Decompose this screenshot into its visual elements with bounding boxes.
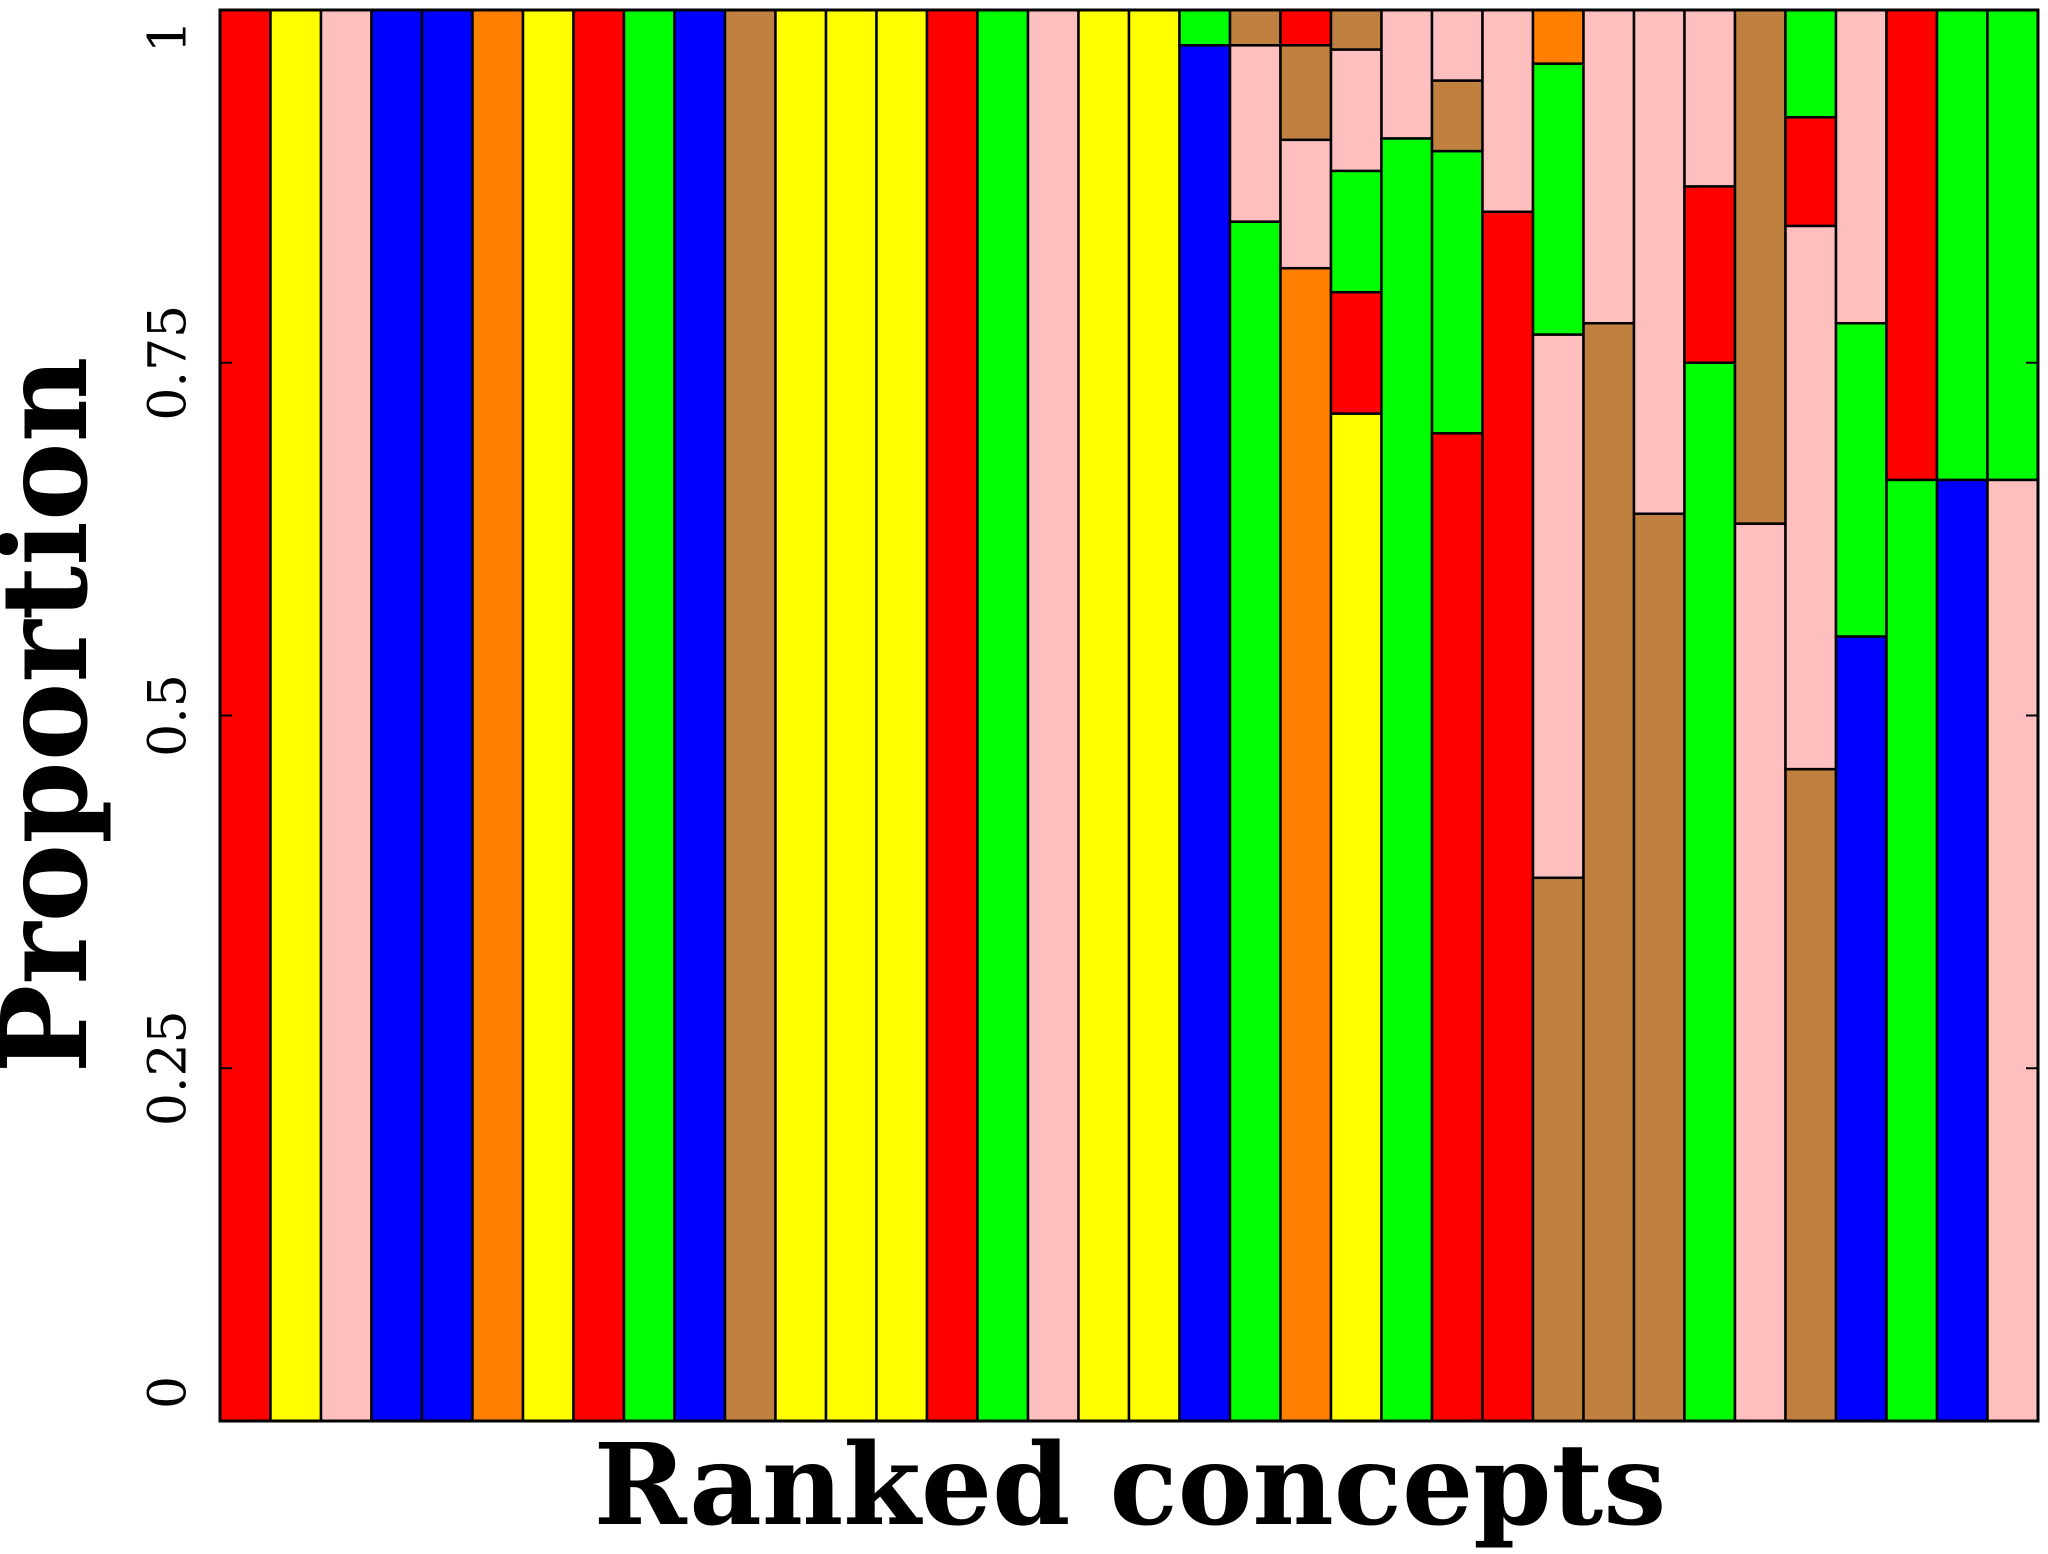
bar-27-segment-4-orange: [1531, 8, 1585, 65]
bar-36-segment-1-pink: [1986, 478, 2040, 1423]
bar-23-segment-3-green: [1329, 169, 1383, 294]
bar-29-segment-2-pink: [1632, 8, 1686, 515]
bar-15-segment-1-red: [925, 8, 979, 1423]
bar-32-segment-4-green: [1784, 8, 1838, 119]
bar-17-segment-1-pink: [1026, 8, 1080, 1423]
bar-21-segment-1-green: [1228, 220, 1282, 1423]
bar-14-segment-1-yellow: [875, 8, 929, 1423]
bar-20-segment-1-blue: [1178, 44, 1232, 1423]
bar-25-segment-2-green: [1430, 149, 1484, 435]
bar-12-segment-1-yellow: [774, 8, 828, 1423]
bar-35-segment-1-blue: [1935, 478, 1989, 1423]
bar-34-segment-1-green: [1885, 478, 1939, 1423]
bar-34-segment-2-red: [1885, 8, 1939, 482]
bar-19-segment-1-yellow: [1127, 8, 1181, 1423]
bar-35-segment-2-green: [1935, 8, 1989, 482]
bar-32-segment-3-red: [1784, 115, 1838, 228]
bar-26-segment-2-pink: [1481, 8, 1535, 214]
y-tick-label-0: 0: [139, 1376, 199, 1409]
bar-22-segment-2-pink: [1279, 138, 1333, 270]
bar-27-segment-3-green: [1531, 62, 1585, 336]
bar-16-segment-1-green: [976, 8, 1030, 1423]
bar-22-segment-1-orange: [1279, 266, 1333, 1423]
bar-5-segment-1-blue: [420, 8, 474, 1423]
bar-3-segment-1-pink: [319, 8, 373, 1423]
bar-13-segment-1-yellow: [824, 8, 878, 1423]
bar-23-segment-1-yellow: [1329, 412, 1383, 1423]
bar-28-segment-2-pink: [1582, 8, 1636, 325]
y-tick-label-0.75: 0.75: [139, 305, 199, 421]
bar-22-segment-3-brown: [1279, 44, 1333, 142]
bar-24-segment-2-pink: [1380, 8, 1434, 140]
bar-29-segment-1-brown: [1632, 512, 1686, 1423]
bar-31-segment-2-brown: [1733, 8, 1787, 525]
bar-11-segment-1-brown: [723, 8, 777, 1423]
bar-32-segment-1-brown: [1784, 767, 1838, 1423]
bar-30-segment-3-pink: [1683, 8, 1737, 188]
bar-4-segment-1-blue: [370, 8, 424, 1423]
y-axis-tick-labels: 0 0.25 0.5 0.75 1: [139, 20, 199, 1409]
bar-21-segment-2-pink: [1228, 44, 1282, 223]
bar-23-segment-2-red: [1329, 290, 1383, 415]
bars-layer: [218, 8, 2040, 1423]
bar-8-segment-1-red: [572, 8, 626, 1423]
bar-6-segment-1-orange: [471, 8, 525, 1423]
y-tick-label-0.5: 0.5: [139, 674, 199, 757]
bar-7-segment-1-yellow: [521, 8, 575, 1423]
bar-31-segment-1-pink: [1733, 522, 1787, 1423]
bar-21-segment-3-brown: [1228, 8, 1282, 47]
y-axis-title: Proportion: [0, 357, 114, 1074]
bar-27-segment-1-brown: [1531, 876, 1585, 1423]
bar-9-segment-1-green: [622, 8, 676, 1423]
y-axis-ticks: [220, 9, 2038, 1422]
bar-33-segment-3-pink: [1834, 8, 1888, 325]
bar-23-segment-5-brown: [1329, 8, 1383, 51]
bar-30-segment-2-red: [1683, 185, 1737, 365]
bar-22-segment-4-red: [1279, 8, 1333, 47]
bar-33-segment-2-green: [1834, 321, 1888, 638]
y-tick-label-1: 1: [139, 20, 199, 53]
bar-25-segment-1-red: [1430, 432, 1484, 1423]
bar-28-segment-1-brown: [1582, 321, 1636, 1423]
bar-24-segment-1-green: [1380, 137, 1434, 1423]
x-axis-title: Ranked concepts: [594, 1420, 1667, 1551]
bar-33-segment-1-blue: [1834, 635, 1888, 1423]
bar-20-segment-2-green: [1178, 8, 1232, 47]
bar-27-segment-2-pink: [1531, 333, 1585, 880]
bar-10-segment-1-blue: [673, 8, 727, 1423]
bar-23-segment-4-pink: [1329, 48, 1383, 173]
bar-36-segment-2-green: [1986, 8, 2040, 482]
bar-18-segment-1-yellow: [1077, 8, 1131, 1423]
bar-30-segment-1-green: [1683, 361, 1737, 1423]
bar-26-segment-1-red: [1481, 210, 1535, 1423]
y-tick-label-0.25: 0.25: [139, 1010, 199, 1126]
bar-25-segment-4-pink: [1430, 8, 1484, 82]
bar-32-segment-2-pink: [1784, 224, 1838, 771]
bar-25-segment-3-brown: [1430, 79, 1484, 153]
bar-2-segment-1-yellow: [269, 8, 323, 1423]
